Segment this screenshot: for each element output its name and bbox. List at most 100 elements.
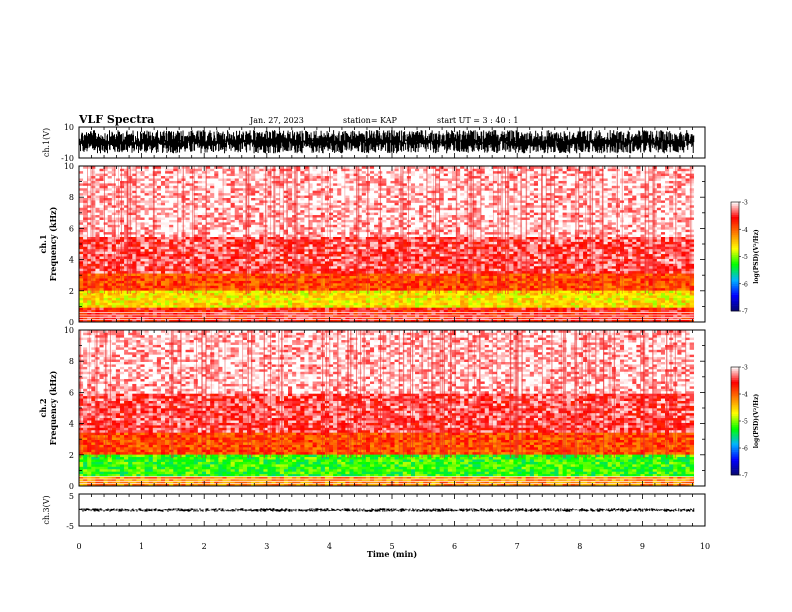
spectrogram-cell: [587, 314, 592, 318]
spectrogram-cell: [480, 290, 486, 294]
spectrogram-cell: [349, 304, 354, 308]
spectrogram-cell: [517, 285, 522, 289]
spectrogram-cell: [669, 275, 674, 279]
spectrogram-cell: [447, 258, 453, 262]
ch1-waveform-ticks: [78, 127, 706, 158]
spectrogram-cell: [505, 309, 510, 313]
spectrogram-cell: [173, 309, 178, 313]
spectrogram-cell: [353, 270, 358, 274]
spectrogram-cell: [415, 275, 420, 279]
spectrogram-cell: [464, 258, 469, 262]
spectrogram-cell: [443, 273, 449, 276]
spectrogram-cell: [103, 258, 108, 262]
spectrogram-cell: [169, 280, 174, 284]
spectrogram-cell: [587, 312, 592, 315]
date-label: Jan. 27, 2023: [249, 116, 304, 125]
spectrogram-cell: [669, 309, 674, 313]
spectrogram-cell: [644, 312, 649, 315]
spectrogram-cell: [197, 251, 203, 255]
spectrogram-cell: [328, 261, 334, 264]
spectrogram-cell: [538, 251, 543, 255]
spectrogram-cell: [599, 314, 604, 318]
spectrogram-cell: [165, 246, 170, 250]
spectrogram-cell: [521, 307, 527, 311]
spectrogram-cell: [238, 309, 244, 313]
spectrogram-cell: [501, 270, 506, 274]
spectrogram-cell: [238, 253, 244, 257]
spectrogram-cell: [214, 290, 219, 294]
spectrogram-cell: [386, 292, 391, 296]
spectrogram-cell: [484, 256, 490, 259]
spectrogram-cell: [337, 261, 342, 264]
spectrogram-cell: [308, 292, 313, 296]
spectrogram-cell: [460, 283, 465, 286]
spectrogram-cell: [640, 283, 645, 286]
spectrogram-cell: [648, 261, 654, 264]
spectrogram-cell: [468, 317, 473, 320]
spectrogram-cell: [160, 248, 166, 252]
spectrogram-cell: [316, 244, 322, 247]
spectrogram-cell: [656, 319, 662, 323]
spectrogram-cell: [497, 317, 502, 320]
spectrogram-cell: [79, 265, 84, 269]
spectrogram-cell: [685, 287, 690, 291]
spectrogram-cell: [328, 248, 334, 252]
spectrogram-cell: [242, 317, 248, 320]
spectrogram-cell: [546, 317, 551, 320]
spectrogram-cell: [542, 270, 547, 274]
spectrogram-cell: [136, 265, 141, 269]
spectrogram-cell: [316, 317, 322, 320]
spectrogram-cell: [648, 263, 654, 267]
spectrogram-cell: [497, 309, 502, 313]
spectrogram-cell: [464, 307, 469, 311]
spectrogram-cell: [79, 302, 84, 306]
spectrogram-cell: [513, 304, 518, 308]
spectrogram-cell: [304, 273, 309, 276]
spectrogram-cell: [447, 300, 453, 303]
spectrogram-cell: [165, 270, 170, 274]
spectrogram-cell: [669, 251, 674, 255]
spectrogram-cell: [468, 273, 473, 276]
spectrogram-cell: [132, 283, 137, 286]
spectrogram-cell: [136, 292, 141, 296]
spectrogram-cell: [456, 283, 461, 286]
spectrogram-cell: [357, 304, 363, 308]
spectrogram-cell: [320, 302, 326, 306]
spectrogram-cell: [595, 256, 600, 259]
spectrogram-cell: [124, 297, 129, 301]
spectrogram-cell: [197, 246, 203, 250]
spectrogram-cell: [456, 287, 461, 291]
spectrogram-cell: [148, 287, 154, 291]
spectrogram-cell: [177, 278, 182, 281]
spectrogram-cell: [394, 283, 399, 286]
spectrogram-cell: [517, 287, 522, 291]
spectrogram-cell: [529, 275, 535, 279]
spectrogram-cell: [443, 295, 449, 298]
spectrogram-cell: [111, 280, 117, 284]
spectrogram-cell: [423, 317, 428, 320]
spectrogram-cell: [144, 307, 149, 311]
spectrogram-cell: [140, 270, 145, 274]
spectrogram-cell: [488, 270, 494, 274]
spectrogram-cell: [492, 273, 498, 276]
spectrogram-cell: [603, 270, 608, 274]
spectrogram-cell: [99, 256, 104, 259]
spectrogram-cell: [410, 258, 416, 262]
spectrogram-cell: [119, 261, 125, 264]
spectrogram-cell: [230, 246, 236, 250]
spectrogram-cell: [656, 246, 662, 250]
spectrogram-cell: [665, 251, 670, 255]
spectrogram-cell: [644, 275, 649, 279]
spectrogram-cell: [464, 287, 469, 291]
spectrogram-cell: [210, 304, 215, 308]
spectrogram-cell: [406, 246, 412, 250]
spectrogram-cell: [320, 309, 326, 313]
spectrogram-cell: [689, 292, 695, 296]
spectrogram-cell: [558, 268, 563, 272]
spectrogram-cell: [542, 263, 547, 267]
spectrogram-cell: [410, 295, 416, 298]
spectrogram-cell: [501, 246, 506, 250]
spectrogram-cell: [632, 297, 637, 301]
spectrogram-cell: [275, 261, 281, 264]
spectrogram-cell: [259, 295, 264, 298]
